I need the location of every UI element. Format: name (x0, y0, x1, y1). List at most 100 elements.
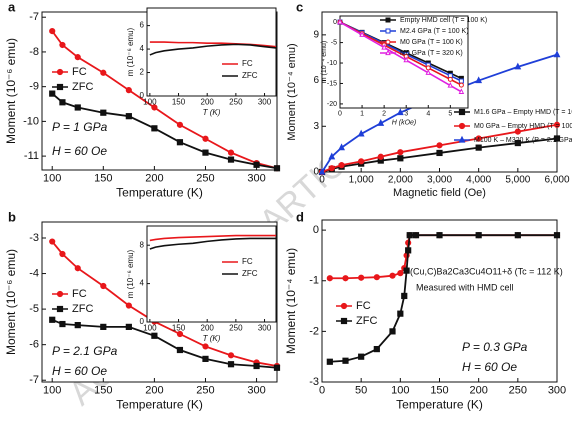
series-line (321, 53, 558, 173)
point (328, 165, 335, 172)
legend-label: M100 K – M320 K (P = 2.1 GPa) (474, 137, 572, 144)
point (373, 345, 380, 353)
point (202, 149, 209, 156)
point (49, 27, 56, 35)
point (342, 357, 349, 364)
y-tick-label: -6 (29, 339, 39, 351)
point (405, 247, 412, 254)
point (553, 135, 561, 142)
point (227, 352, 235, 359)
series-line (149, 234, 276, 242)
y-tick-label: 6 (140, 21, 145, 30)
y-tick-label: 9 (313, 29, 319, 40)
x-tick-label: 100 (391, 385, 409, 397)
point (59, 320, 66, 328)
legend-marker (385, 17, 391, 23)
x-tick-label: 300 (258, 324, 272, 333)
point (318, 167, 326, 175)
y-tick-label: -11 (24, 150, 39, 162)
y-axis-label: Moment (10⁻⁴ emu) (284, 248, 298, 354)
point (458, 82, 464, 88)
y-tick-label: -4 (29, 267, 39, 279)
x-tick-label: 300 (258, 98, 272, 107)
point (447, 76, 453, 82)
point (553, 121, 561, 128)
point (436, 232, 443, 239)
x-tick-label: 3,000 (427, 175, 452, 186)
x-tick-label: 250 (229, 324, 243, 333)
point (389, 328, 396, 335)
x-tick-label: 0 (338, 110, 342, 117)
point (49, 90, 56, 97)
point (100, 282, 107, 290)
y-tick-label: -3 (309, 376, 319, 388)
x-tick-label: 200 (145, 173, 163, 185)
point (326, 275, 333, 282)
legend-label: ZFC (242, 71, 258, 80)
point (151, 332, 158, 339)
legend-marker (56, 68, 64, 76)
point (74, 104, 81, 111)
legend-label: M0 GPa (T = 320 K) (400, 50, 463, 57)
x-tick-label: 300 (247, 385, 265, 397)
legend-label: Empty HMD cell (T = 100 K) (400, 17, 487, 24)
x-tick-label: 200 (469, 385, 487, 397)
x-tick-label: 3 (404, 110, 408, 117)
point (273, 364, 281, 371)
y-tick-label: -7 (29, 11, 39, 23)
point (337, 18, 343, 25)
y-tick-label: -10 (327, 60, 337, 67)
legend-marker (340, 317, 348, 325)
y-tick-label: 4 (140, 44, 145, 53)
point (358, 158, 365, 165)
annotation: (Cu,C)Ba2Ca3Cu4O11+δ (Tc = 112 K) (410, 266, 563, 276)
point (202, 343, 209, 350)
point (59, 99, 66, 106)
y-tick-label: -5 (331, 39, 337, 46)
x-tick-label: 150 (94, 385, 112, 397)
point (397, 155, 404, 162)
x-tick-label: 5 (448, 110, 452, 117)
x-tick-label: 150 (94, 173, 112, 185)
point (475, 144, 482, 151)
series-line (321, 137, 558, 173)
x-tick-label: 250 (509, 385, 527, 397)
y-tick-label: 4 (140, 279, 145, 288)
point (338, 143, 345, 151)
x-tick-label: 0 (319, 385, 325, 397)
y-tick-label: -1 (309, 275, 319, 287)
legend-label: ZFC (356, 315, 377, 327)
point (401, 292, 408, 300)
x-axis-label: H (kOe) (392, 120, 417, 127)
point (357, 129, 365, 137)
y-axis-label: m (10⁻⁶ emu) (126, 249, 135, 298)
point (227, 149, 235, 156)
point (176, 139, 184, 146)
y-tick-label: 8 (140, 240, 145, 249)
point (202, 355, 209, 362)
series-line (149, 237, 276, 250)
point (381, 43, 387, 50)
point (49, 238, 56, 245)
y-tick-label: -3 (29, 232, 39, 244)
point (358, 353, 365, 360)
legend-label: FC (242, 59, 253, 68)
annotation: P = 0.3 GPa (462, 340, 528, 354)
x-axis-label: Magnetic field (Oe) (393, 187, 486, 199)
x-tick-label: 100 (43, 173, 61, 185)
point (74, 265, 81, 272)
y-axis-label: Moment (10⁻⁴ emu) (286, 43, 298, 140)
panel-letter: b (8, 209, 16, 224)
point (74, 322, 81, 329)
point (553, 50, 561, 58)
point (227, 361, 235, 368)
legend-marker (458, 108, 466, 116)
point (125, 302, 132, 309)
y-tick-label: -2 (309, 325, 319, 337)
point (49, 316, 56, 323)
x-tick-label: 200 (201, 324, 215, 333)
point (125, 87, 132, 94)
x-tick-label: 2,000 (388, 175, 413, 186)
point (338, 162, 345, 169)
